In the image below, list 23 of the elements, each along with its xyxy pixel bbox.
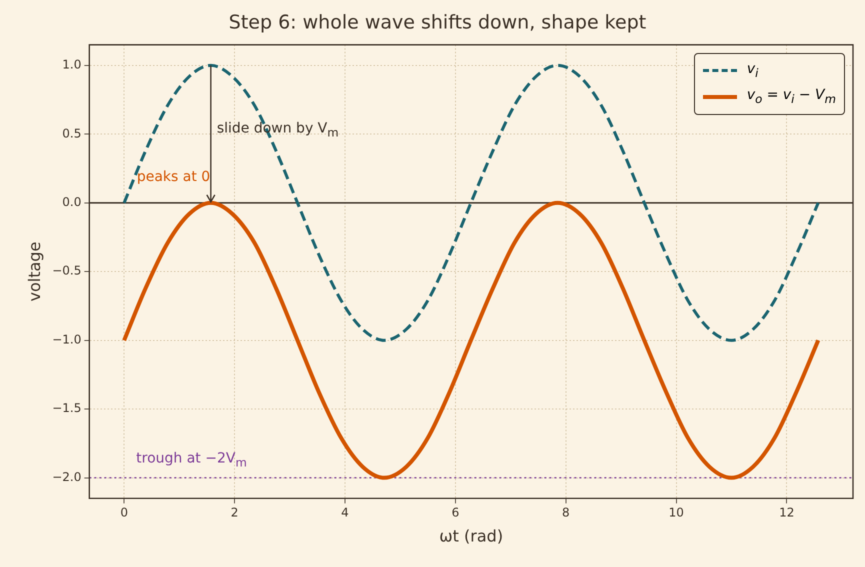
y-tick-label: 0.0 xyxy=(62,195,82,209)
y-tick-label: −1.0 xyxy=(52,332,82,346)
chart-title: Step 6: whole wave shifts down, shape kept xyxy=(228,11,646,34)
x-tick-label: 8 xyxy=(562,506,570,520)
annotation: slide down by V$_{m}$ xyxy=(216,120,339,140)
y-axis-title: voltage xyxy=(24,242,44,302)
legend-label: v$_{o}$ = v$_{i}$ − V$_{m}$ xyxy=(746,87,836,106)
y-tick-label: −0.5 xyxy=(52,264,82,278)
annotation: trough at −2V$_{m}$ xyxy=(136,450,247,470)
x-tick-label: 12 xyxy=(779,506,794,520)
line-series xyxy=(122,200,820,480)
annotation: peaks at 0 xyxy=(136,168,210,185)
y-tick-label: 0.5 xyxy=(62,126,82,140)
x-tick-label: 10 xyxy=(668,506,684,520)
x-tick-label: 0 xyxy=(120,506,128,520)
y-tick-label: 1.0 xyxy=(62,58,82,72)
legend-label: v$_{i}$ xyxy=(746,61,758,80)
x-tick-label: 6 xyxy=(452,506,460,520)
x-axis-title: ωt (rad) xyxy=(439,526,504,546)
y-tick-label: −2.0 xyxy=(52,470,82,484)
y-tick-label: −1.5 xyxy=(52,401,82,416)
x-tick-label: 4 xyxy=(341,506,349,520)
x-tick-label: 2 xyxy=(230,506,238,520)
